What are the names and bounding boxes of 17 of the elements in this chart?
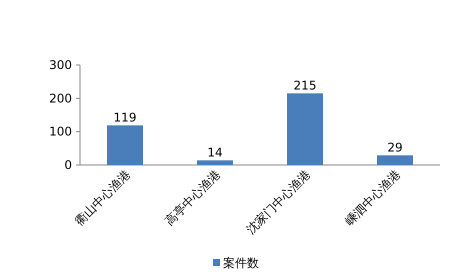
x-tick-label: 高亭中心渔港 <box>162 167 224 228</box>
x-tick-label: 嵊泗中心渔港 <box>342 167 404 228</box>
data-label: 29 <box>387 140 403 154</box>
data-label: 119 <box>114 110 136 124</box>
legend-label: 案件数 <box>223 256 259 270</box>
x-tick-label: 沈家门中心渔港 <box>244 167 314 237</box>
x-tick-label: 衢山中心渔港 <box>72 167 134 228</box>
bar <box>287 93 323 165</box>
data-label: 14 <box>207 145 223 160</box>
bar <box>377 155 413 165</box>
y-tick-label: 100 <box>49 124 72 139</box>
y-tick-label: 0 <box>64 158 72 172</box>
bar <box>107 125 143 165</box>
y-tick-label: 300 <box>49 58 72 72</box>
y-tick-label: 200 <box>49 91 72 106</box>
data-label: 215 <box>294 78 316 92</box>
bar <box>197 160 233 165</box>
